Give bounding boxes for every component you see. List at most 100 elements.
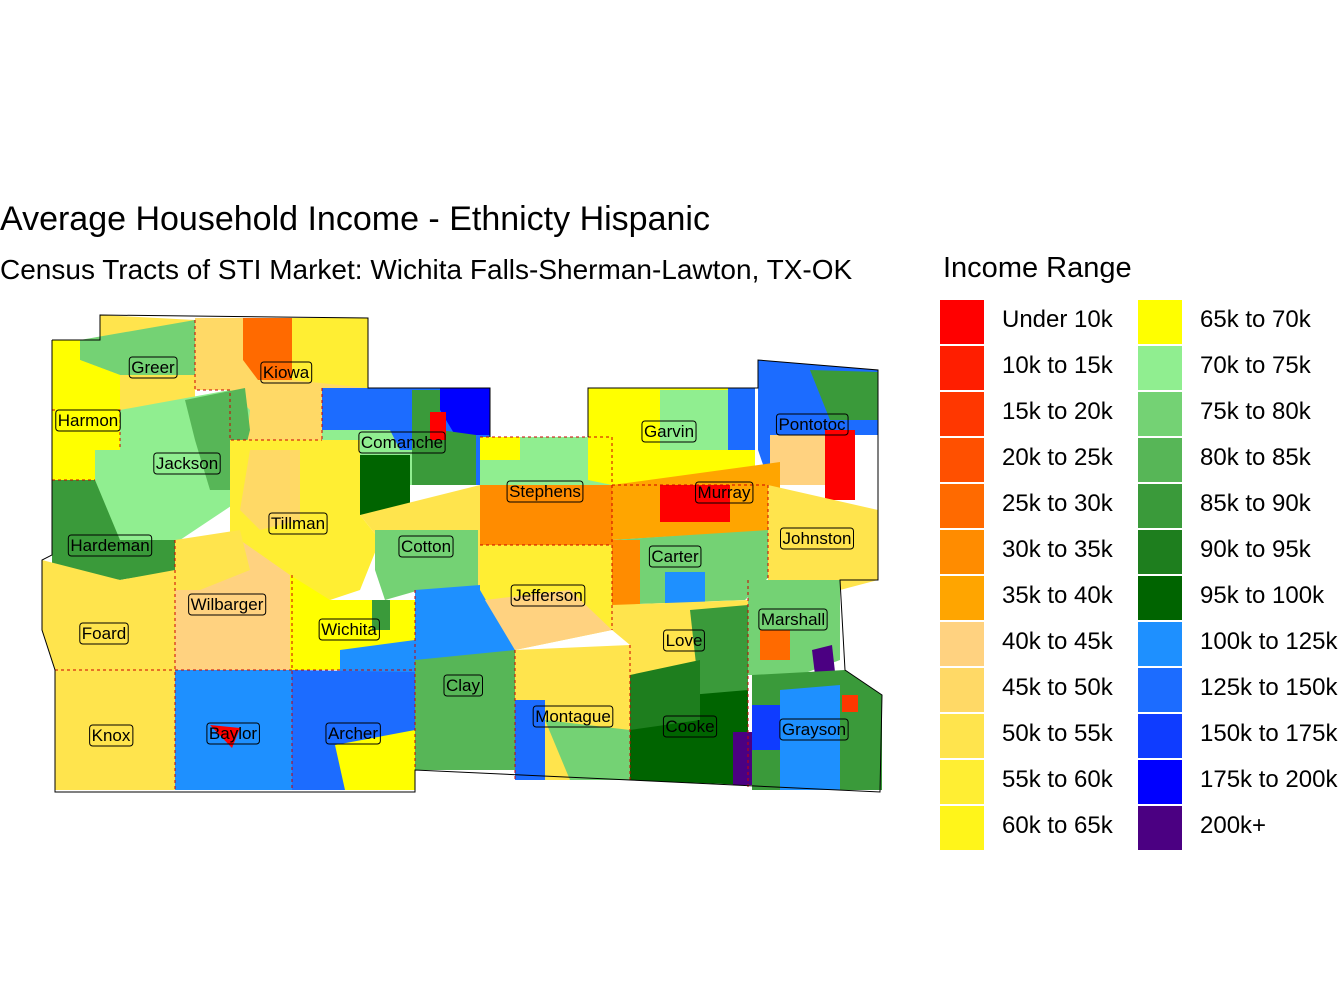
county-label: Marshall — [758, 608, 828, 631]
county-label-text: Pontotoc — [778, 415, 846, 434]
county-label-text: Murray — [698, 483, 751, 502]
legend-label: 75k to 80k — [1200, 398, 1311, 425]
county-label-text: Kiowa — [263, 363, 310, 382]
legend-label: 200k+ — [1200, 812, 1267, 839]
county-label: Tillman — [268, 512, 328, 535]
legend-swatch — [940, 530, 984, 574]
legend-label: 125k to 150k — [1200, 674, 1338, 701]
legend-swatch — [1138, 530, 1182, 574]
county-label-text: Grayson — [782, 720, 846, 739]
county-label-box — [510, 584, 586, 607]
legend-label: 85k to 90k — [1200, 490, 1311, 517]
legend-label: 10k to 15k — [1002, 352, 1113, 379]
county-label-box — [206, 722, 260, 745]
legend-label: 40k to 45k — [1002, 628, 1113, 655]
region-montague-b — [515, 700, 545, 780]
county-label-box — [695, 481, 754, 504]
county-label-box — [188, 593, 267, 616]
legend-label: 150k to 175k — [1200, 720, 1338, 747]
legend-swatch — [1138, 622, 1182, 666]
region-jefferson-b — [485, 590, 612, 650]
region-montague-c — [545, 720, 630, 780]
region-johnston — [768, 485, 878, 590]
region-carter-c — [612, 540, 640, 605]
region-greer-tract — [80, 320, 195, 375]
legend-swatch — [940, 760, 984, 804]
legend-swatch — [940, 392, 984, 436]
region-knox — [55, 670, 175, 790]
county-label-box — [506, 480, 584, 503]
region-marshall-b — [760, 630, 790, 660]
region-garvin-b — [660, 390, 728, 450]
county-label-box — [443, 674, 484, 697]
county-boundaries — [52, 320, 769, 790]
region-clay-b — [415, 650, 515, 770]
legend-label: 70k to 75k — [1200, 352, 1311, 379]
region-comanche-e — [430, 412, 446, 440]
county-label: Love — [663, 629, 705, 652]
region-wichita-a — [340, 640, 415, 672]
legend-swatch — [940, 714, 984, 758]
legend-swatch — [1138, 392, 1182, 436]
region-cooke-b — [630, 660, 700, 730]
legend-swatch — [1138, 760, 1182, 804]
legend-label: 25k to 30k — [1002, 490, 1113, 517]
legend-label: Under 10k — [1002, 306, 1113, 333]
county-label-text: Foard — [82, 624, 126, 643]
region-wichita-b — [372, 600, 390, 630]
county-label: Archer — [325, 722, 381, 745]
county-label-box — [79, 622, 129, 645]
county-label: Pontotoc — [775, 413, 849, 436]
county-label-box — [358, 431, 446, 454]
county-label: Cooke — [662, 715, 718, 738]
county-label-text: Montague — [535, 707, 611, 726]
county-label-box — [268, 512, 328, 535]
region-kiowa-tract-b — [292, 318, 368, 388]
county-label-text: Garvin — [644, 422, 694, 441]
county-label: Cotton — [398, 535, 454, 558]
legend-swatch — [1138, 714, 1182, 758]
county-label-box — [779, 718, 849, 741]
legend-swatch — [1138, 668, 1182, 712]
county-label-box — [532, 705, 614, 728]
county-label: Harmon — [55, 409, 121, 432]
county-labels: Greer Kiowa Harmon Comanche Jackson Tillman Ha… — [55, 356, 854, 747]
county-label-text: Knox — [92, 726, 131, 745]
legend-title: Income Range — [943, 252, 1132, 284]
county-label-box — [775, 413, 849, 436]
region-murray-b — [660, 485, 730, 522]
legend-swatch — [1138, 438, 1182, 482]
legend-swatch — [940, 576, 984, 620]
legend-label: 95k to 100k — [1200, 582, 1325, 609]
region-grayson-b — [780, 685, 840, 790]
county-label: Kiowa — [260, 361, 313, 384]
county-label-text: Wilbarger — [191, 595, 264, 614]
region-marshall-c — [812, 645, 835, 675]
county-label-text: Harmon — [58, 411, 118, 430]
legend-swatch — [1138, 576, 1182, 620]
county-label-box — [67, 534, 153, 557]
map-subtitle: Census Tracts of STI Market: Wichita Fal… — [0, 254, 853, 285]
county-label-text: Cooke — [665, 717, 714, 736]
legend-swatch — [1138, 300, 1182, 344]
region-baylor-b — [210, 725, 240, 748]
legend-label: 65k to 70k — [1200, 306, 1311, 333]
county-label-text: Clay — [446, 676, 481, 695]
legend-label: 20k to 25k — [1002, 444, 1113, 471]
county-label-text: Marshall — [761, 610, 825, 629]
region-hardeman — [52, 480, 180, 580]
legend-swatch — [940, 806, 984, 850]
county-label-box — [55, 409, 121, 432]
county-label-box — [398, 535, 454, 558]
state-outlines — [41, 314, 883, 793]
legend-label: 30k to 35k — [1002, 536, 1113, 563]
county-label-text: Stephens — [509, 482, 581, 501]
choropleth-map: Greer Kiowa Harmon Comanche Jackson Tillman Ha… — [41, 314, 883, 793]
county-label-text: Tillman — [271, 514, 325, 533]
county-label-box — [641, 420, 697, 443]
region-cooke-c — [733, 732, 752, 785]
region-carter-b — [665, 572, 705, 605]
legend-swatch — [940, 300, 984, 344]
county-label: Wilbarger — [188, 593, 267, 616]
county-label-text: Greer — [131, 358, 175, 377]
